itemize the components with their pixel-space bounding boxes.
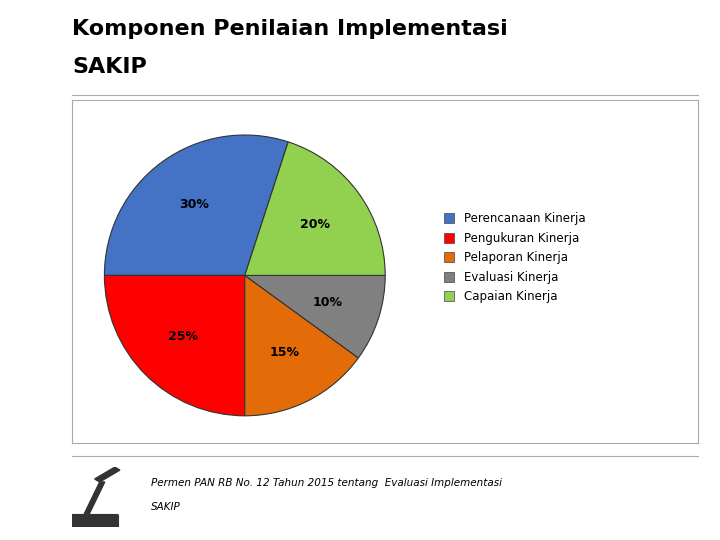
Polygon shape xyxy=(95,467,120,482)
Wedge shape xyxy=(104,275,245,416)
Text: 10%: 10% xyxy=(312,296,343,309)
Wedge shape xyxy=(104,135,288,275)
Text: SAKIP: SAKIP xyxy=(151,502,181,512)
FancyBboxPatch shape xyxy=(71,515,118,528)
Text: 20%: 20% xyxy=(300,218,330,231)
Polygon shape xyxy=(79,482,105,524)
Wedge shape xyxy=(245,142,385,275)
Wedge shape xyxy=(245,275,385,358)
Text: Permen PAN RB No. 12 Tahun 2015 tentang  Evaluasi Implementasi: Permen PAN RB No. 12 Tahun 2015 tentang … xyxy=(151,478,503,488)
Text: 30%: 30% xyxy=(179,199,209,212)
Legend: Perencanaan Kinerja, Pengukuran Kinerja, Pelaporan Kinerja, Evaluasi Kinerja, Ca: Perencanaan Kinerja, Pengukuran Kinerja,… xyxy=(444,212,585,303)
Text: SAKIP: SAKIP xyxy=(72,57,147,77)
Text: 25%: 25% xyxy=(168,330,198,343)
Text: Komponen Penilaian Implementasi: Komponen Penilaian Implementasi xyxy=(72,19,508,39)
Wedge shape xyxy=(245,275,359,416)
Text: 15%: 15% xyxy=(269,347,300,360)
